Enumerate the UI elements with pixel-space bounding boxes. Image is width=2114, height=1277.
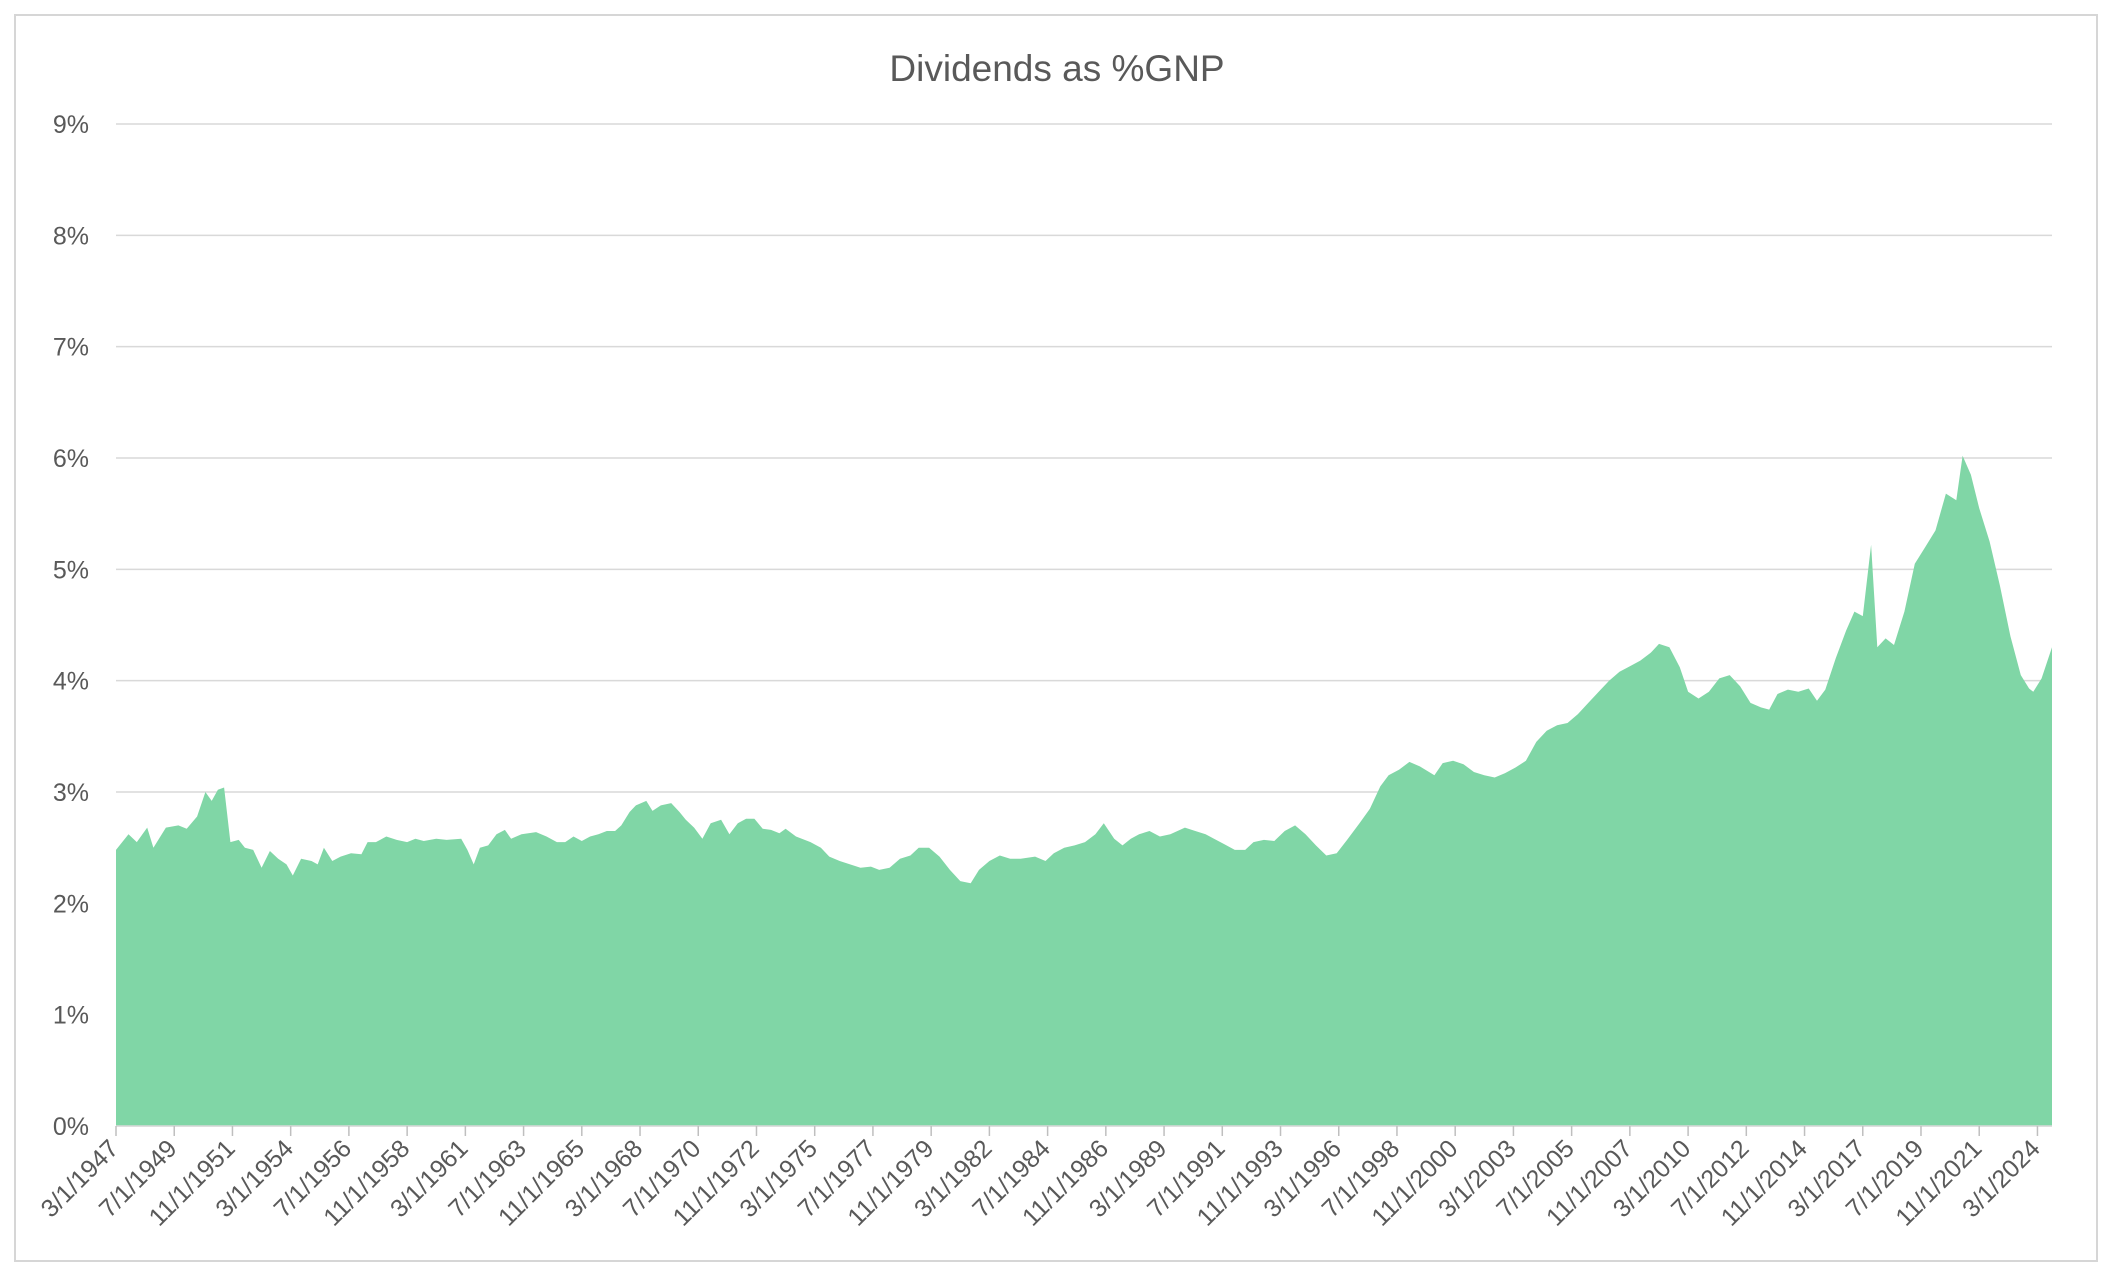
y-tick-label: 0%	[53, 1113, 89, 1141]
y-tick-label: 1%	[53, 1002, 89, 1030]
y-tick-label: 4%	[53, 668, 89, 696]
y-tick-label: 3%	[53, 779, 89, 807]
x-axis-ticks: 3/1/19477/1/194911/1/19513/1/19547/1/195…	[36, 1126, 2046, 1232]
y-tick-label: 7%	[53, 334, 89, 362]
y-axis-ticks: 0% 1% 2% 3% 4% 5% 6% 7% 8% 9%	[53, 111, 89, 1141]
dividends-area-series	[116, 455, 2052, 1126]
chart-title: Dividends as %GNP	[889, 48, 1225, 89]
y-tick-label: 9%	[53, 111, 89, 139]
y-tick-label: 5%	[53, 556, 89, 584]
y-tick-label: 6%	[53, 445, 89, 473]
y-tick-label: 8%	[53, 222, 89, 250]
y-tick-label: 2%	[53, 890, 89, 918]
